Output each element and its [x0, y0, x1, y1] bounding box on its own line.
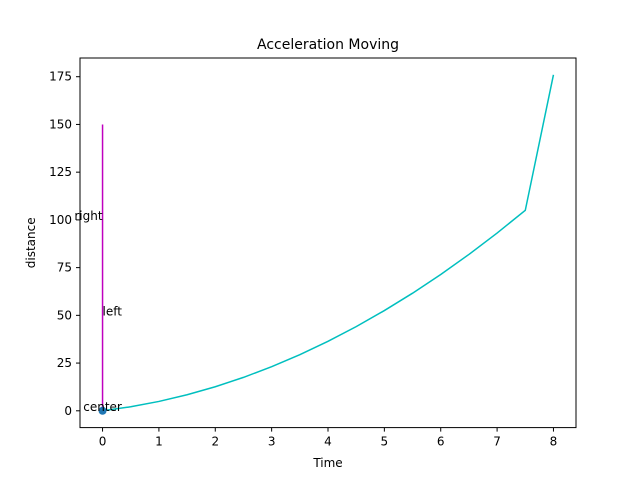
y-tick-label-6: 150 — [49, 117, 72, 131]
data-point-1 — [98, 406, 107, 415]
x-tick-label-3: 3 — [268, 435, 276, 449]
x-axis: 0 1 2 3 4 5 6 7 8 — [99, 427, 558, 449]
y-tick-label-4: 100 — [49, 213, 72, 227]
annotation-1: center — [83, 400, 122, 414]
y-tick-label-2: 50 — [57, 308, 72, 322]
chart-title: Acceleration Moving — [257, 37, 399, 53]
annotation-2: left — [103, 304, 123, 318]
x-tick-label-5: 5 — [381, 435, 389, 449]
y-tick-label-0: 0 — [64, 404, 72, 418]
x-axis-label: Time — [312, 456, 342, 470]
y-axis: 0 25 50 75 100 125 150 175 — [49, 70, 80, 418]
y-tick-label-1: 25 — [57, 356, 72, 370]
x-tick-label-4: 4 — [324, 435, 332, 449]
x-tick-label-0: 0 — [99, 435, 107, 449]
x-tick-label-2: 2 — [211, 435, 219, 449]
x-tick-label-7: 7 — [493, 435, 501, 449]
plot-area: center left right — [74, 74, 555, 415]
y-tick-label-5: 125 — [49, 165, 72, 179]
series-line-1 — [102, 74, 555, 412]
x-tick-label-1: 1 — [155, 435, 163, 449]
y-axis-label: distance — [24, 217, 38, 268]
y-tick-label-7: 175 — [49, 70, 72, 84]
x-tick-label-8: 8 — [550, 435, 558, 449]
y-tick-label-3: 75 — [57, 261, 72, 275]
x-tick-label-6: 6 — [437, 435, 445, 449]
annotation-3: right — [74, 209, 102, 223]
